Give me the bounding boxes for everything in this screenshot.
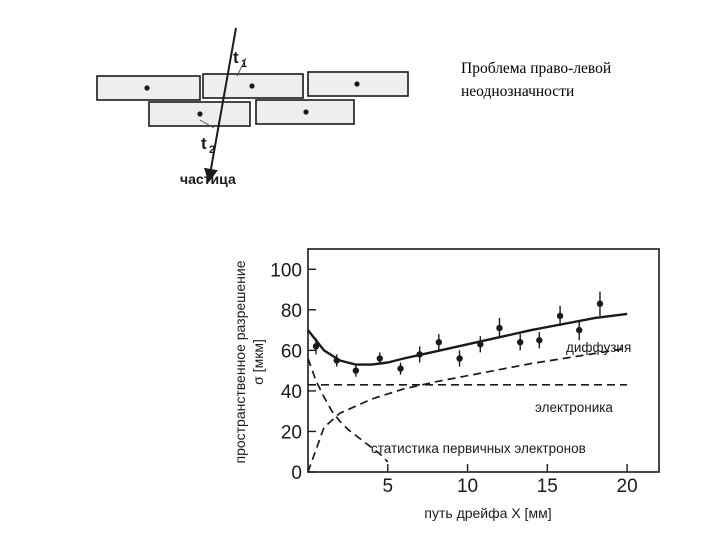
anode-wire: [197, 111, 203, 117]
label-t1: t: [233, 48, 239, 67]
measurement-point: [536, 337, 543, 344]
measurement-point: [456, 355, 463, 362]
series-label: электроника: [535, 400, 613, 415]
x-tick-label: 5: [382, 476, 393, 497]
measurement-point: [496, 324, 503, 332]
x-axis-label: путь дрейфа X [мм]: [424, 505, 551, 521]
measurement-point: [416, 351, 423, 358]
measurement-point: [312, 343, 320, 350]
measurement-point: [516, 339, 524, 346]
label-t1-sub: 1: [241, 58, 247, 70]
measurement-point: [333, 357, 340, 364]
label-particle: частица: [180, 171, 236, 187]
measurement-point: [352, 367, 360, 374]
drift-mark-t2: [199, 119, 215, 129]
series-label: диффузия: [566, 340, 631, 355]
y-tick-label: 100: [270, 260, 302, 281]
measurement-point: [556, 312, 564, 320]
contribution-curve-0: [307, 347, 628, 473]
y-tick-label: 80: [281, 301, 302, 322]
measurement-point: [435, 339, 443, 346]
x-tick-label: 15: [537, 476, 558, 497]
y-tick-label: 40: [281, 382, 302, 403]
x-tick-label: 10: [457, 476, 478, 497]
drift-mark-t1: [236, 57, 247, 77]
measurement-point: [376, 355, 383, 362]
anode-wire: [354, 81, 360, 87]
tube-bottom-2: [255, 99, 355, 125]
y-axis-label: пространственное разрешение: [232, 260, 248, 463]
y-tick-label: 20: [281, 422, 302, 443]
y-tick-label: 0: [291, 463, 302, 484]
contribution-curve-2: [307, 358, 389, 463]
slide-title: Проблема право-левой неоднозначности: [461, 57, 701, 103]
series-label: статистика первичных электронов: [371, 441, 586, 456]
anode-wire: [144, 85, 150, 91]
title-line-1: Проблема право-левой: [461, 60, 612, 77]
y-axis-unit: σ [мкм]: [250, 339, 266, 385]
y-tick-label: 60: [281, 341, 302, 362]
particle-track: [204, 27, 237, 183]
label-t2: t: [201, 134, 207, 153]
label-t2-sub: 2: [209, 144, 215, 156]
measurement-point: [576, 326, 583, 334]
measurement-point: [596, 300, 604, 307]
anode-wire: [249, 83, 255, 89]
x-tick-label: 20: [617, 476, 638, 497]
measurement-point: [397, 365, 404, 372]
measurement-point: [477, 341, 484, 348]
title-line-2: неоднозначности: [461, 83, 575, 100]
anode-wire: [303, 109, 309, 115]
